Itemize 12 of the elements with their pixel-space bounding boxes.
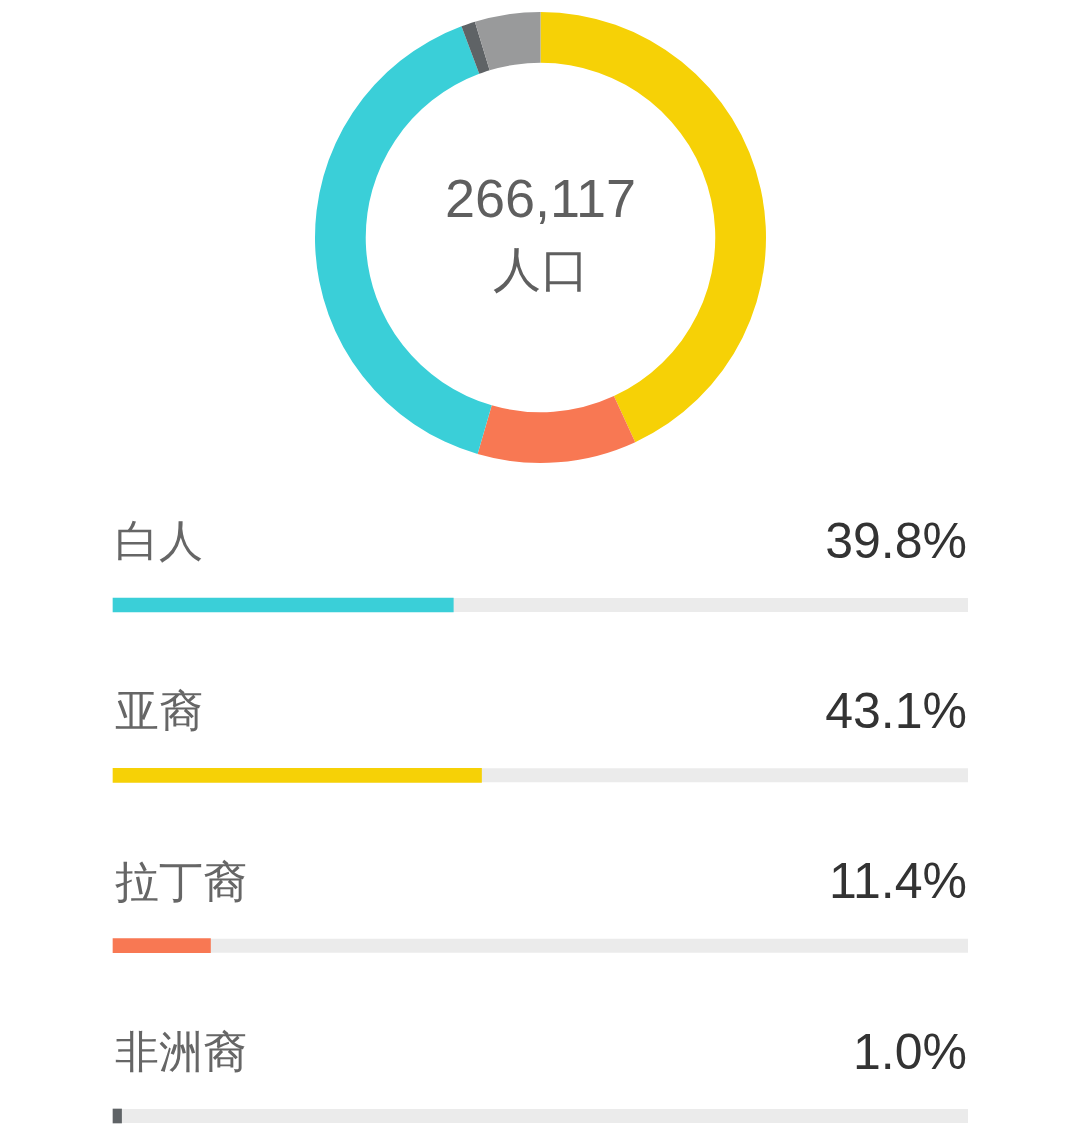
text: 266,117 [444,168,637,229]
y-tick-label: 亚裔 [115,686,203,736]
data-label: 39.8% [825,512,967,569]
bar [112,1108,122,1124]
bar [112,938,211,953]
data-label: 1.0% [853,1023,967,1080]
data-label: 43.1% [825,683,967,740]
y-tick-label: 非洲裔 [115,1027,247,1077]
y-tick-label: 白人 [115,516,203,566]
text: 人口 [492,242,589,296]
y-tick-label: 拉丁裔 [115,856,247,906]
data-label: 11.4% [828,853,967,910]
